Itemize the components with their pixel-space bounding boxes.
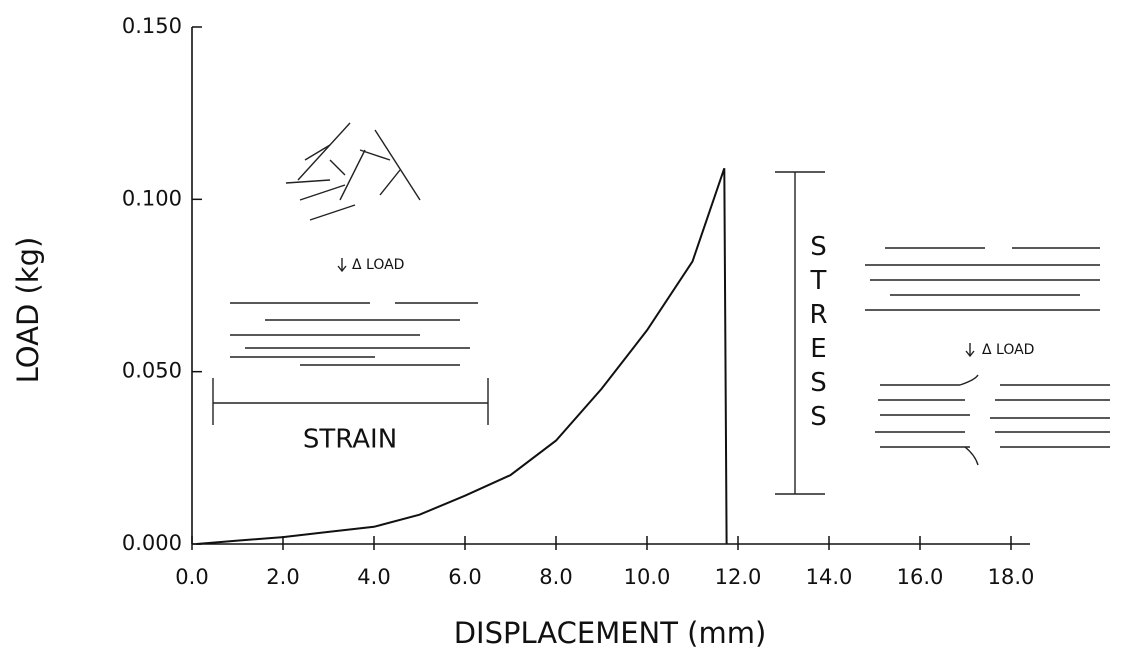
x-tick-label: 8.0	[539, 565, 572, 589]
fiber-network-sketch	[285, 122, 421, 221]
x-tick-label: 14.0	[806, 565, 853, 589]
load-arrows	[337, 258, 975, 358]
x-tick-label: 6.0	[448, 565, 481, 589]
x-tick-label: 0.0	[175, 565, 208, 589]
x-tick-label: 18.0	[988, 565, 1035, 589]
load-curve	[196, 167, 728, 545]
y-axis-title: LOAD (kg)	[11, 237, 45, 384]
x-axis-title: DISPLACEMENT (mm)	[454, 616, 767, 650]
x-tick-label: 12.0	[715, 565, 762, 589]
strain-bar	[212, 378, 489, 425]
y-tick-label: 0.000	[122, 531, 182, 555]
x-tick-label: 10.0	[624, 565, 671, 589]
load-label: Δ LOAD	[982, 342, 1034, 358]
y-tick-label: 0.050	[122, 359, 182, 383]
x-tick-label: 4.0	[357, 565, 390, 589]
load-label: Δ LOAD	[352, 257, 404, 273]
strain-label: STRAIN	[303, 425, 397, 455]
x-tick-label: 2.0	[266, 565, 299, 589]
x-tick-label: 16.0	[897, 565, 944, 589]
stress-label: STRESS	[804, 232, 834, 436]
aligned-fibers-sketch	[230, 247, 1110, 466]
stress-bar	[775, 171, 825, 495]
y-tick-label: 0.100	[122, 186, 182, 210]
y-tick-label: 0.150	[122, 14, 182, 38]
